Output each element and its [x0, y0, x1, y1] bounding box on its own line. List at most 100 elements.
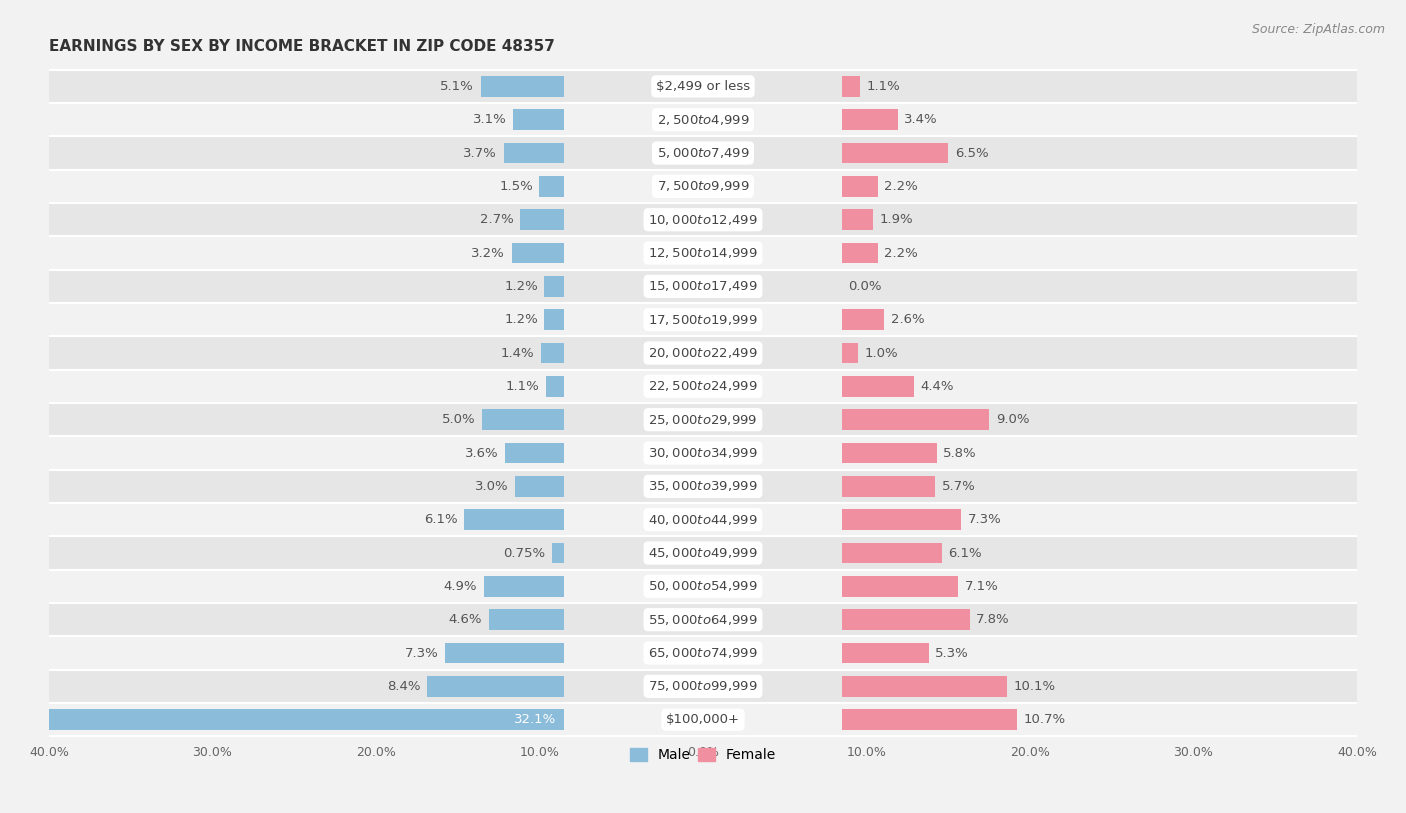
Text: 4.6%: 4.6%: [449, 613, 482, 626]
Legend: Male, Female: Male, Female: [624, 743, 782, 768]
Text: $35,000 to $39,999: $35,000 to $39,999: [648, 480, 758, 493]
Text: 5.3%: 5.3%: [935, 646, 969, 659]
Text: 2.2%: 2.2%: [884, 180, 918, 193]
Text: 3.4%: 3.4%: [904, 113, 938, 126]
FancyBboxPatch shape: [49, 370, 1357, 403]
FancyBboxPatch shape: [49, 503, 1357, 537]
Text: 3.2%: 3.2%: [471, 246, 505, 259]
FancyBboxPatch shape: [49, 237, 1357, 270]
Bar: [551, 543, 564, 563]
Bar: [482, 410, 564, 430]
Text: $20,000 to $22,499: $20,000 to $22,499: [648, 346, 758, 360]
Bar: [842, 376, 914, 397]
Bar: [503, 143, 564, 163]
Text: 1.0%: 1.0%: [865, 346, 898, 359]
FancyBboxPatch shape: [49, 203, 1357, 237]
FancyBboxPatch shape: [49, 270, 1357, 303]
Bar: [464, 510, 564, 530]
Bar: [484, 576, 564, 597]
FancyBboxPatch shape: [49, 703, 1357, 737]
FancyBboxPatch shape: [49, 570, 1357, 603]
Bar: [426, 676, 564, 697]
Bar: [842, 410, 990, 430]
Text: $10,000 to $12,499: $10,000 to $12,499: [648, 213, 758, 227]
Bar: [541, 343, 564, 363]
Text: $2,500 to $4,999: $2,500 to $4,999: [657, 113, 749, 127]
FancyBboxPatch shape: [49, 103, 1357, 137]
FancyBboxPatch shape: [49, 670, 1357, 703]
Bar: [842, 143, 948, 163]
Text: $12,500 to $14,999: $12,500 to $14,999: [648, 246, 758, 260]
Text: 7.8%: 7.8%: [976, 613, 1010, 626]
Bar: [544, 310, 564, 330]
Text: 0.75%: 0.75%: [503, 546, 546, 559]
FancyBboxPatch shape: [49, 137, 1357, 170]
Text: 6.5%: 6.5%: [955, 146, 988, 159]
Text: 2.6%: 2.6%: [891, 313, 925, 326]
Text: 1.9%: 1.9%: [880, 213, 914, 226]
Bar: [842, 476, 935, 497]
Text: 5.7%: 5.7%: [942, 480, 976, 493]
Bar: [842, 76, 860, 97]
Text: $22,500 to $24,999: $22,500 to $24,999: [648, 380, 758, 393]
FancyBboxPatch shape: [49, 337, 1357, 370]
Text: 1.4%: 1.4%: [501, 346, 534, 359]
Text: 7.3%: 7.3%: [405, 646, 439, 659]
Text: 3.6%: 3.6%: [465, 446, 499, 459]
Text: 8.4%: 8.4%: [387, 680, 420, 693]
Bar: [842, 543, 942, 563]
Text: 5.0%: 5.0%: [441, 413, 475, 426]
Text: 2.7%: 2.7%: [479, 213, 513, 226]
Bar: [481, 76, 564, 97]
Bar: [520, 210, 564, 230]
Text: Source: ZipAtlas.com: Source: ZipAtlas.com: [1251, 23, 1385, 36]
Text: 6.1%: 6.1%: [425, 513, 458, 526]
Bar: [842, 110, 897, 130]
Text: 3.1%: 3.1%: [472, 113, 506, 126]
Text: 10.1%: 10.1%: [1014, 680, 1056, 693]
Bar: [512, 243, 564, 263]
FancyBboxPatch shape: [49, 470, 1357, 503]
Text: $100,000+: $100,000+: [666, 713, 740, 726]
Text: 0.0%: 0.0%: [848, 280, 882, 293]
FancyBboxPatch shape: [49, 70, 1357, 103]
Text: $45,000 to $49,999: $45,000 to $49,999: [648, 546, 758, 560]
Bar: [842, 709, 1017, 730]
Text: 7.1%: 7.1%: [965, 580, 998, 593]
Bar: [842, 576, 957, 597]
Text: 1.5%: 1.5%: [499, 180, 533, 193]
FancyBboxPatch shape: [49, 303, 1357, 337]
Text: $30,000 to $34,999: $30,000 to $34,999: [648, 446, 758, 460]
Text: $7,500 to $9,999: $7,500 to $9,999: [657, 180, 749, 193]
Text: 2.2%: 2.2%: [884, 246, 918, 259]
Text: $75,000 to $99,999: $75,000 to $99,999: [648, 680, 758, 693]
Text: $15,000 to $17,499: $15,000 to $17,499: [648, 280, 758, 293]
Bar: [505, 443, 564, 463]
Text: 4.9%: 4.9%: [444, 580, 478, 593]
Bar: [515, 476, 564, 497]
Bar: [842, 176, 877, 197]
Text: 32.1%: 32.1%: [513, 713, 555, 726]
Text: $50,000 to $54,999: $50,000 to $54,999: [648, 580, 758, 593]
Bar: [842, 243, 877, 263]
Text: EARNINGS BY SEX BY INCOME BRACKET IN ZIP CODE 48357: EARNINGS BY SEX BY INCOME BRACKET IN ZIP…: [49, 39, 555, 54]
Bar: [842, 676, 1007, 697]
Text: $65,000 to $74,999: $65,000 to $74,999: [648, 646, 758, 660]
Bar: [842, 609, 970, 630]
Bar: [546, 376, 564, 397]
FancyBboxPatch shape: [49, 437, 1357, 470]
Text: $55,000 to $64,999: $55,000 to $64,999: [648, 613, 758, 627]
Bar: [513, 110, 564, 130]
Bar: [444, 642, 564, 663]
Text: 7.3%: 7.3%: [967, 513, 1001, 526]
Bar: [544, 276, 564, 297]
Bar: [39, 709, 564, 730]
Bar: [842, 443, 936, 463]
FancyBboxPatch shape: [49, 170, 1357, 203]
FancyBboxPatch shape: [49, 537, 1357, 570]
Text: $2,499 or less: $2,499 or less: [657, 80, 749, 93]
Text: 5.1%: 5.1%: [440, 80, 474, 93]
Text: 1.2%: 1.2%: [505, 280, 538, 293]
Text: $25,000 to $29,999: $25,000 to $29,999: [648, 413, 758, 427]
FancyBboxPatch shape: [49, 637, 1357, 670]
